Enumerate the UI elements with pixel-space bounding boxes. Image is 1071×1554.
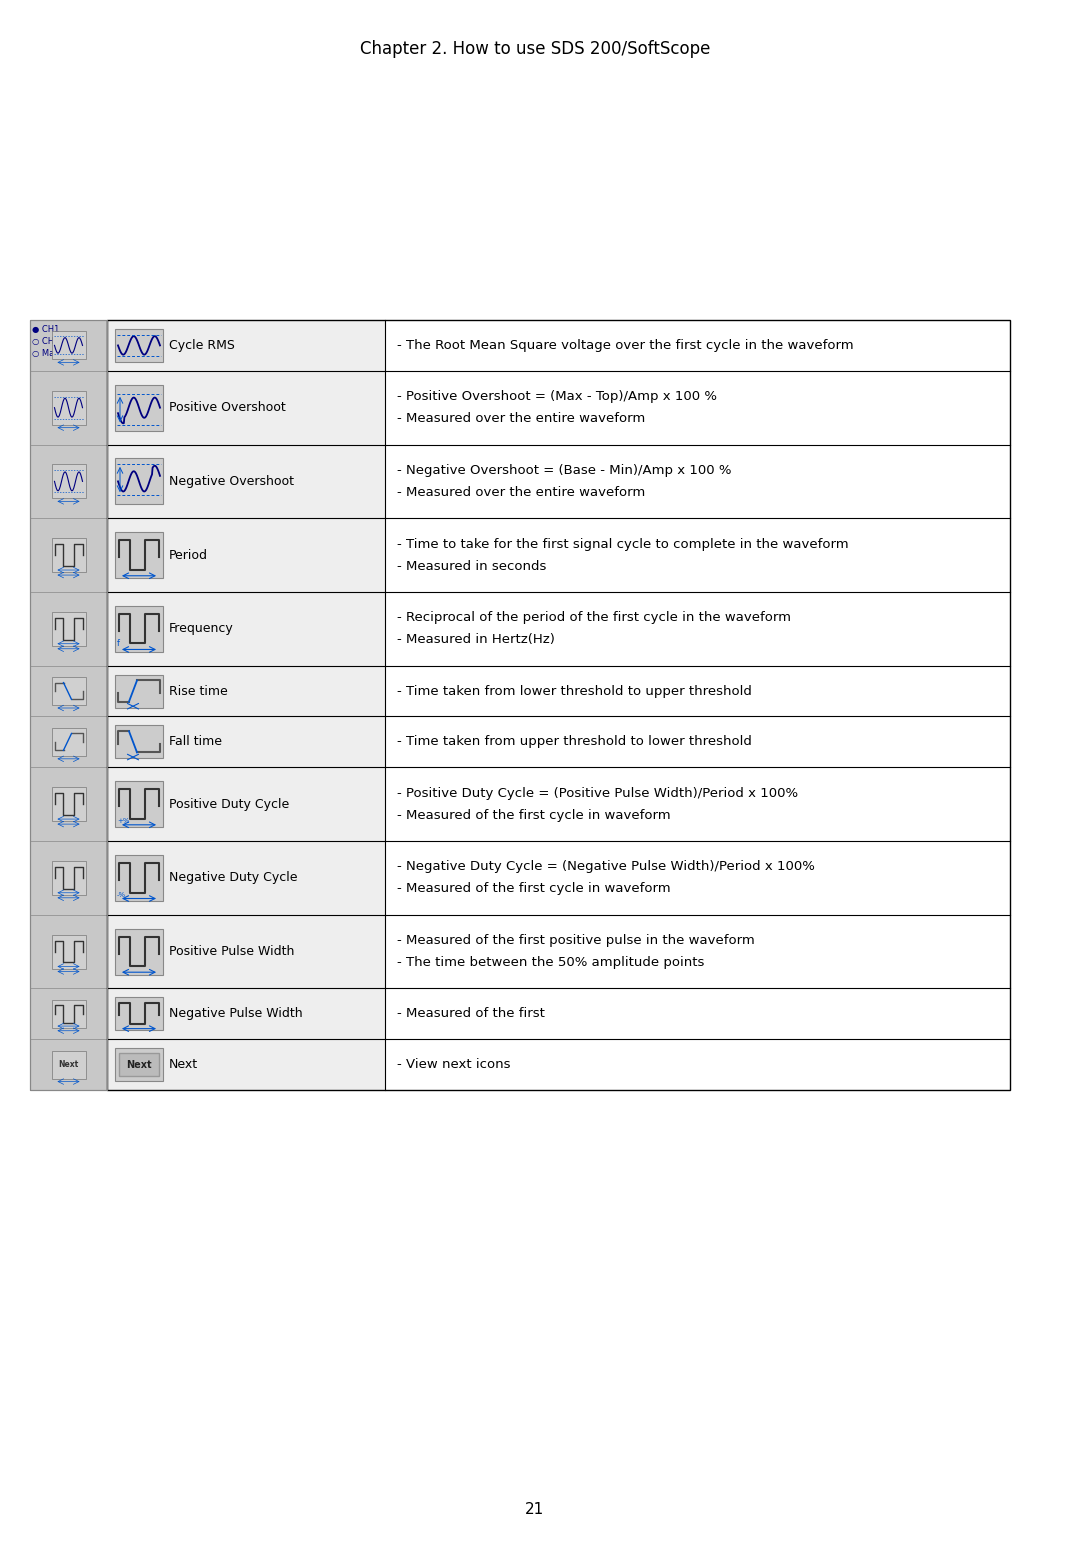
Text: Next: Next: [59, 1060, 78, 1069]
Bar: [107, 768, 384, 841]
Text: f: f: [117, 639, 120, 648]
Text: - The Root Mean Square voltage over the first cycle in the waveform: - The Root Mean Square voltage over the …: [397, 339, 854, 351]
Bar: [107, 988, 384, 1040]
Bar: [51, 861, 86, 895]
Bar: [107, 915, 384, 988]
Text: -%: -%: [117, 892, 126, 898]
Text: ○ CH2: ○ CH2: [32, 337, 59, 347]
Text: Cycle RMS: Cycle RMS: [169, 339, 235, 351]
Text: - Time taken from lower threshold to upper threshold: - Time taken from lower threshold to upp…: [397, 684, 752, 698]
Text: - Negative Overshoot = (Base - Min)/Amp x 100 %: - Negative Overshoot = (Base - Min)/Amp …: [397, 465, 731, 477]
Bar: [51, 331, 86, 359]
Text: - Measured over the entire waveform: - Measured over the entire waveform: [397, 412, 645, 426]
Bar: [107, 665, 384, 716]
Bar: [30, 320, 107, 1089]
Bar: [115, 855, 163, 901]
Bar: [51, 390, 86, 424]
Bar: [107, 444, 384, 517]
Bar: [51, 999, 86, 1027]
Bar: [107, 1040, 384, 1089]
Text: Positive Pulse Width: Positive Pulse Width: [169, 945, 295, 957]
Text: 21: 21: [526, 1503, 545, 1518]
Text: - The time between the 50% amplitude points: - The time between the 50% amplitude poi…: [397, 956, 705, 970]
Bar: [115, 998, 163, 1030]
Bar: [115, 726, 163, 758]
Bar: [119, 1054, 159, 1077]
Bar: [107, 716, 384, 768]
Text: ○ Math: ○ Math: [32, 350, 63, 357]
Bar: [115, 928, 163, 974]
Bar: [115, 782, 163, 827]
Bar: [115, 385, 163, 430]
Bar: [107, 320, 1010, 1089]
Bar: [51, 1051, 86, 1078]
Text: - View next icons: - View next icons: [397, 1058, 511, 1071]
Text: Positive Overshoot: Positive Overshoot: [169, 401, 286, 415]
Text: - Measured of the first cycle in waveform: - Measured of the first cycle in wavefor…: [397, 883, 670, 895]
Text: - Time taken from upper threshold to lower threshold: - Time taken from upper threshold to low…: [397, 735, 752, 749]
Bar: [51, 678, 86, 706]
Bar: [30, 320, 107, 1089]
Text: - Reciprocal of the period of the first cycle in the waveform: - Reciprocal of the period of the first …: [397, 611, 791, 625]
Text: Next: Next: [126, 1060, 152, 1069]
Bar: [51, 788, 86, 821]
Text: Negative Duty Cycle: Negative Duty Cycle: [169, 872, 298, 884]
Bar: [107, 517, 384, 592]
Text: Next: Next: [169, 1058, 198, 1071]
Bar: [51, 538, 86, 572]
Text: Period: Period: [169, 549, 208, 561]
Bar: [107, 841, 384, 915]
Bar: [107, 592, 384, 665]
Bar: [51, 934, 86, 968]
Text: - Positive Duty Cycle = (Positive Pulse Width)/Period x 100%: - Positive Duty Cycle = (Positive Pulse …: [397, 786, 798, 800]
Bar: [51, 727, 86, 755]
Text: Rise time: Rise time: [169, 684, 228, 698]
Text: - Measured in seconds: - Measured in seconds: [397, 559, 546, 572]
Text: - Measured of the first: - Measured of the first: [397, 1007, 545, 1021]
Text: - Measured of the first positive pulse in the waveform: - Measured of the first positive pulse i…: [397, 934, 755, 946]
Bar: [51, 465, 86, 499]
Text: - Positive Overshoot = (Max - Top)/Amp x 100 %: - Positive Overshoot = (Max - Top)/Amp x…: [397, 390, 716, 402]
Text: - Negative Duty Cycle = (Negative Pulse Width)/Period x 100%: - Negative Duty Cycle = (Negative Pulse …: [397, 861, 815, 873]
Text: Fall time: Fall time: [169, 735, 222, 749]
Text: ● CH1: ● CH1: [32, 325, 59, 334]
Bar: [115, 674, 163, 707]
Text: Negative Overshoot: Negative Overshoot: [169, 476, 295, 488]
Bar: [51, 612, 86, 646]
Text: +%: +%: [117, 817, 130, 824]
Bar: [115, 329, 163, 362]
Text: Frequency: Frequency: [169, 622, 233, 636]
Text: - Time to take for the first signal cycle to complete in the waveform: - Time to take for the first signal cycl…: [397, 538, 848, 550]
Bar: [115, 606, 163, 651]
Text: Chapter 2. How to use SDS 200/SoftScope: Chapter 2. How to use SDS 200/SoftScope: [360, 40, 710, 57]
Text: - Measured in Hertz(Hz): - Measured in Hertz(Hz): [397, 632, 555, 646]
Text: Positive Duty Cycle: Positive Duty Cycle: [169, 797, 289, 811]
Bar: [107, 371, 384, 444]
Text: - Measured over the entire waveform: - Measured over the entire waveform: [397, 486, 645, 499]
Text: - Measured of the first cycle in waveform: - Measured of the first cycle in wavefor…: [397, 808, 670, 822]
Bar: [107, 320, 384, 371]
Bar: [115, 458, 163, 505]
Bar: [115, 1047, 163, 1082]
Bar: [115, 531, 163, 578]
Text: Negative Pulse Width: Negative Pulse Width: [169, 1007, 303, 1021]
